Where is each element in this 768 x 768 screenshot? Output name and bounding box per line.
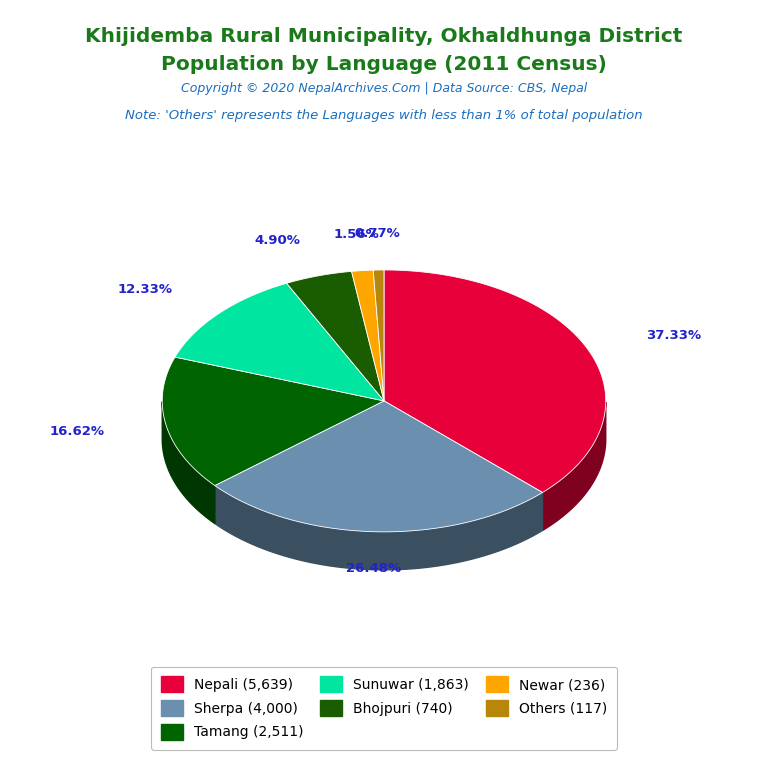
Polygon shape — [286, 271, 384, 401]
Legend: Nepali (5,639), Sherpa (4,000), Tamang (2,511), Sunuwar (1,863), Bhojpuri (740),: Nepali (5,639), Sherpa (4,000), Tamang (… — [151, 667, 617, 750]
Polygon shape — [162, 357, 384, 485]
Polygon shape — [162, 402, 215, 524]
Text: 4.90%: 4.90% — [254, 234, 300, 247]
Polygon shape — [384, 270, 606, 492]
Text: 26.48%: 26.48% — [346, 562, 402, 575]
Polygon shape — [215, 485, 542, 570]
Text: Population by Language (2011 Census): Population by Language (2011 Census) — [161, 55, 607, 74]
Polygon shape — [542, 402, 606, 531]
Text: 0.77%: 0.77% — [354, 227, 400, 240]
Text: Note: 'Others' represents the Languages with less than 1% of total population: Note: 'Others' represents the Languages … — [125, 109, 643, 122]
Polygon shape — [215, 401, 542, 531]
Text: 37.33%: 37.33% — [646, 329, 700, 343]
Text: Copyright © 2020 NepalArchives.Com | Data Source: CBS, Nepal: Copyright © 2020 NepalArchives.Com | Dat… — [181, 82, 587, 95]
Text: 1.56%: 1.56% — [333, 227, 379, 240]
Text: 12.33%: 12.33% — [118, 283, 172, 296]
Text: 16.62%: 16.62% — [50, 425, 104, 438]
Polygon shape — [175, 283, 384, 401]
Text: Khijidemba Rural Municipality, Okhaldhunga District: Khijidemba Rural Municipality, Okhaldhun… — [85, 27, 683, 46]
Polygon shape — [373, 270, 384, 401]
Polygon shape — [352, 270, 384, 401]
